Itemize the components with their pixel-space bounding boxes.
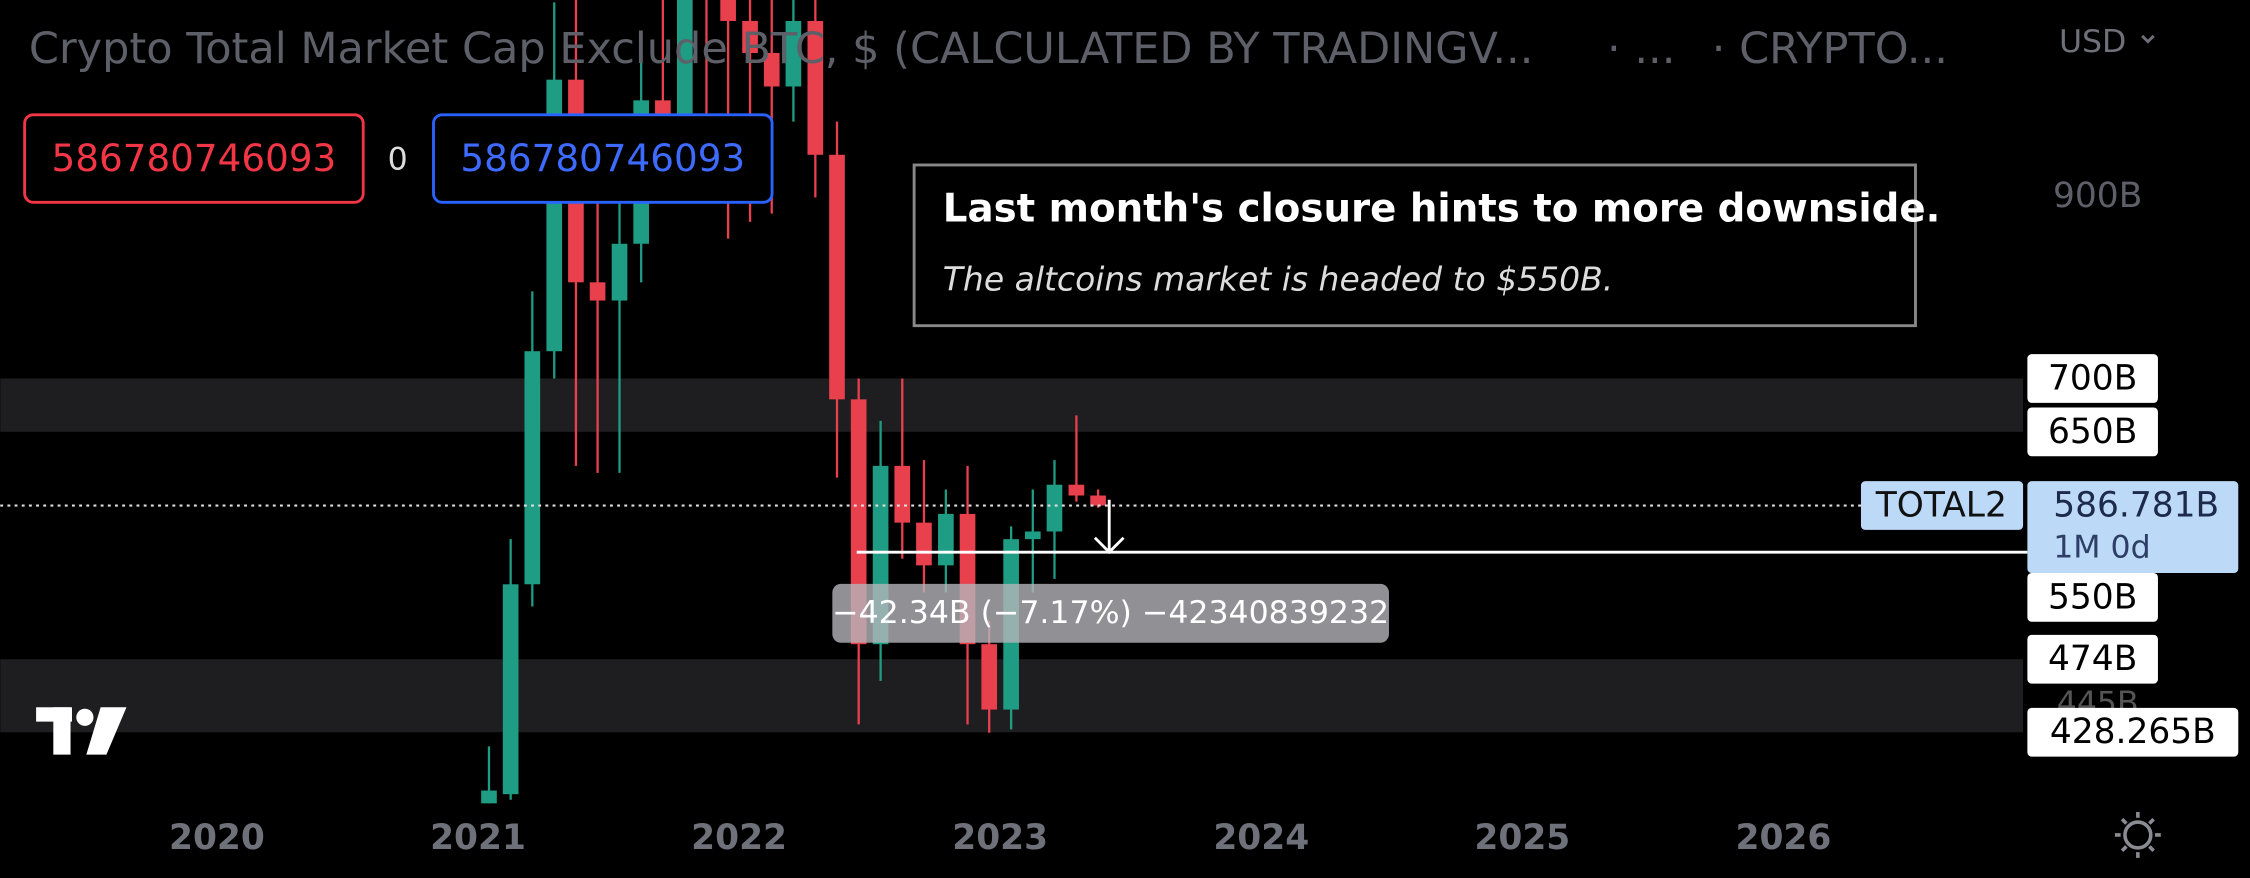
symbol-box — [1860, 481, 2024, 530]
price-label-box — [2027, 354, 2158, 403]
candle-body — [938, 513, 954, 566]
last-price-box — [2027, 481, 2239, 573]
x-tick-label: 2025 — [1474, 818, 1570, 858]
candle-body — [785, 20, 802, 87]
last-price-label: 586.781B — [2053, 485, 2219, 525]
candle-body — [502, 584, 519, 795]
input-value: 586780746093 — [52, 136, 337, 180]
input-box[interactable] — [432, 113, 774, 204]
candle-body — [676, 0, 693, 122]
price-label: 428.265B — [2050, 712, 2216, 752]
input-box[interactable] — [23, 113, 365, 204]
candle-body — [1090, 495, 1106, 506]
theme-icon[interactable] — [2114, 812, 2161, 858]
candle-body — [611, 243, 628, 301]
x-tick-label: 2026 — [1736, 818, 1832, 858]
overlay: −42.34B (−7.17%) −42340839232 700B 650B 550… — [0, 354, 2239, 757]
candle-body — [850, 399, 867, 645]
currency[interactable]: USD — [2059, 24, 2126, 60]
candle-body — [720, 0, 736, 21]
x-tick-label: 2020 — [169, 818, 265, 858]
logo — [36, 707, 127, 755]
countdown: 1M 0d — [2053, 530, 2150, 566]
x-tick-label: 2022 — [691, 818, 787, 858]
zone — [0, 378, 2024, 432]
annotation-body: The altcoins market is headed to $550B. — [943, 260, 1613, 299]
input-value: 0 — [388, 142, 408, 178]
price-label-box — [2027, 634, 2158, 684]
candle-body — [981, 644, 998, 710]
price-label-box — [2027, 407, 2158, 457]
price-label: 550B — [2048, 577, 2137, 617]
annotation-box — [912, 163, 1917, 328]
x-tick-label: 2024 — [1213, 818, 1309, 858]
zones — [0, 378, 2024, 733]
title: Crypto Total Market Cap Exclude BTC, $ (… — [29, 24, 1533, 74]
candle-body — [763, 52, 780, 87]
price-label: 474B — [2048, 639, 2137, 679]
candle-body — [916, 522, 932, 566]
y-tick-label: 900B — [2053, 176, 2142, 216]
candle-body — [894, 465, 911, 523]
input-value: 586780746093 — [460, 136, 745, 180]
candle-body — [1024, 531, 1041, 540]
price-label-box — [2027, 707, 2239, 757]
arrow — [1093, 499, 1125, 555]
candle-body — [742, 20, 758, 53]
x-tick-label: 2023 — [952, 818, 1048, 858]
symbol-label: TOTAL2 — [1875, 485, 2007, 525]
measure-box — [832, 583, 1389, 643]
candle-body — [1046, 484, 1063, 532]
candle-body — [524, 351, 541, 585]
x-tick-label: 2021 — [430, 818, 526, 858]
price-label-box — [2027, 572, 2158, 622]
candle-body — [589, 282, 606, 301]
chevron[interactable] — [2141, 34, 2155, 44]
price-label: 700B — [2048, 358, 2137, 398]
title-extra: · CRYPTO... — [1712, 24, 1948, 74]
candle-body — [807, 20, 824, 155]
title-extra: · ... — [1607, 24, 1675, 74]
candles — [481, 0, 1106, 804]
candle-body — [1068, 484, 1085, 496]
candle-body — [829, 154, 845, 400]
annotation-title: Last month's closure hints to more downs… — [943, 186, 1941, 231]
candle-body — [481, 790, 497, 804]
measure-label: −42.34B (−7.17%) −42340839232 — [832, 595, 1389, 631]
price-label: 650B — [2048, 412, 2137, 452]
